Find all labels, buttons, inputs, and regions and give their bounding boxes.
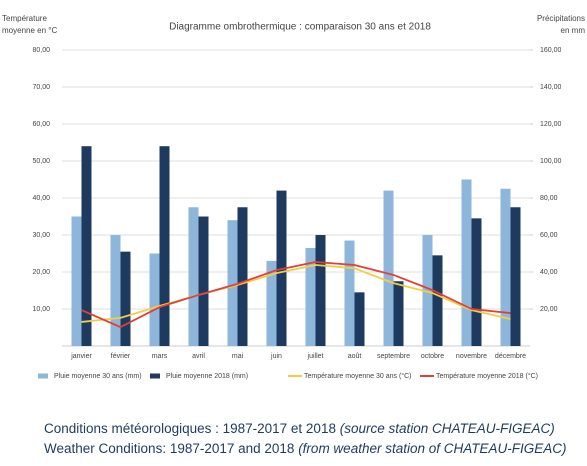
bar xyxy=(266,260,277,346)
line xyxy=(81,261,511,329)
y-tick-label: 20,00 xyxy=(32,269,50,276)
legend-swatch xyxy=(38,373,48,379)
y2-tick-label: 40,00 xyxy=(540,269,558,276)
x-tick-label: décembre xyxy=(495,353,526,360)
x-tick-label: juillet xyxy=(307,353,324,360)
x-tick-label: mai xyxy=(232,353,244,360)
bar xyxy=(510,207,521,346)
y2-tick-label: 120,00 xyxy=(540,121,562,128)
y2-tick-label: 100,00 xyxy=(540,158,562,165)
chart-title: Diagramme ombrothermique : comparaison 3… xyxy=(169,22,431,33)
bar xyxy=(383,190,394,346)
caption-text: Weather Conditions: 1987-2017 and 2018 xyxy=(44,441,298,456)
bar xyxy=(81,146,92,346)
y-tick-label: 70,00 xyxy=(32,84,50,91)
legend-label: Pluie moyenne 30 ans (mm) xyxy=(54,373,142,380)
bar xyxy=(188,207,199,346)
x-tick-label: août xyxy=(348,353,362,360)
bar xyxy=(149,253,160,346)
x-tick-label: avril xyxy=(192,353,205,360)
x-tick-label: octobre xyxy=(421,353,444,360)
x-tick-label: février xyxy=(111,353,131,360)
caption-text: Conditions météorologiques : 1987-2017 e… xyxy=(44,421,340,436)
caption: Weather Conditions: 1987-2017 and 2018 (… xyxy=(44,441,567,456)
caption-italic: (source station CHATEAU-FIGEAC) xyxy=(340,421,555,436)
x-tick-label: novembre xyxy=(456,353,487,360)
legend-label: Température moyenne 2018 (°C) xyxy=(436,372,538,380)
y-tick-label: 10,00 xyxy=(32,306,50,313)
bar xyxy=(110,235,121,346)
bar xyxy=(71,216,82,346)
caption: Conditions météorologiques : 1987-2017 e… xyxy=(44,421,555,436)
bar xyxy=(354,292,365,346)
y-tick-label: 30,00 xyxy=(32,232,50,239)
y-axis-label: Température xyxy=(2,14,47,23)
y2-axis-label: en mm xyxy=(561,26,586,35)
y2-tick-label: 20,00 xyxy=(540,306,558,313)
x-tick-label: juin xyxy=(270,353,282,360)
line xyxy=(81,264,511,323)
bar xyxy=(500,188,511,346)
y2-axis-label: Précipitations xyxy=(537,14,585,23)
bar xyxy=(237,207,248,346)
y2-tick-label: 60,00 xyxy=(540,232,558,239)
bar xyxy=(393,281,404,346)
y2-tick-label: 160,00 xyxy=(540,47,562,54)
x-tick-label: janvier xyxy=(70,353,92,360)
y-tick-label: 50,00 xyxy=(32,158,50,165)
y-axis-label: moyenne en °C xyxy=(2,26,57,35)
bar xyxy=(432,255,443,346)
bar xyxy=(471,218,482,346)
bar xyxy=(461,179,472,346)
x-tick-label: mars xyxy=(152,353,168,360)
bar xyxy=(315,235,326,346)
legend-label: Température moyenne 30 ans (°C) xyxy=(304,372,411,380)
y2-tick-label: 80,00 xyxy=(540,195,558,202)
y-tick-label: 80,00 xyxy=(32,47,50,54)
y-tick-label: 40,00 xyxy=(32,195,50,202)
y2-tick-label: 140,00 xyxy=(540,84,562,91)
legend-label: Pluie moyenne 2018 (mm) xyxy=(166,373,248,380)
bar xyxy=(120,251,131,346)
bar xyxy=(159,146,170,346)
bar xyxy=(344,240,355,346)
bar xyxy=(305,247,316,346)
x-tick-label: septembre xyxy=(377,353,410,360)
caption-italic: (from weather station of CHATEAU-FIGEAC) xyxy=(298,441,566,456)
bar xyxy=(422,235,433,346)
bar xyxy=(198,216,209,346)
bar xyxy=(227,220,238,346)
legend-swatch xyxy=(150,373,160,379)
y-tick-label: 60,00 xyxy=(32,121,50,128)
